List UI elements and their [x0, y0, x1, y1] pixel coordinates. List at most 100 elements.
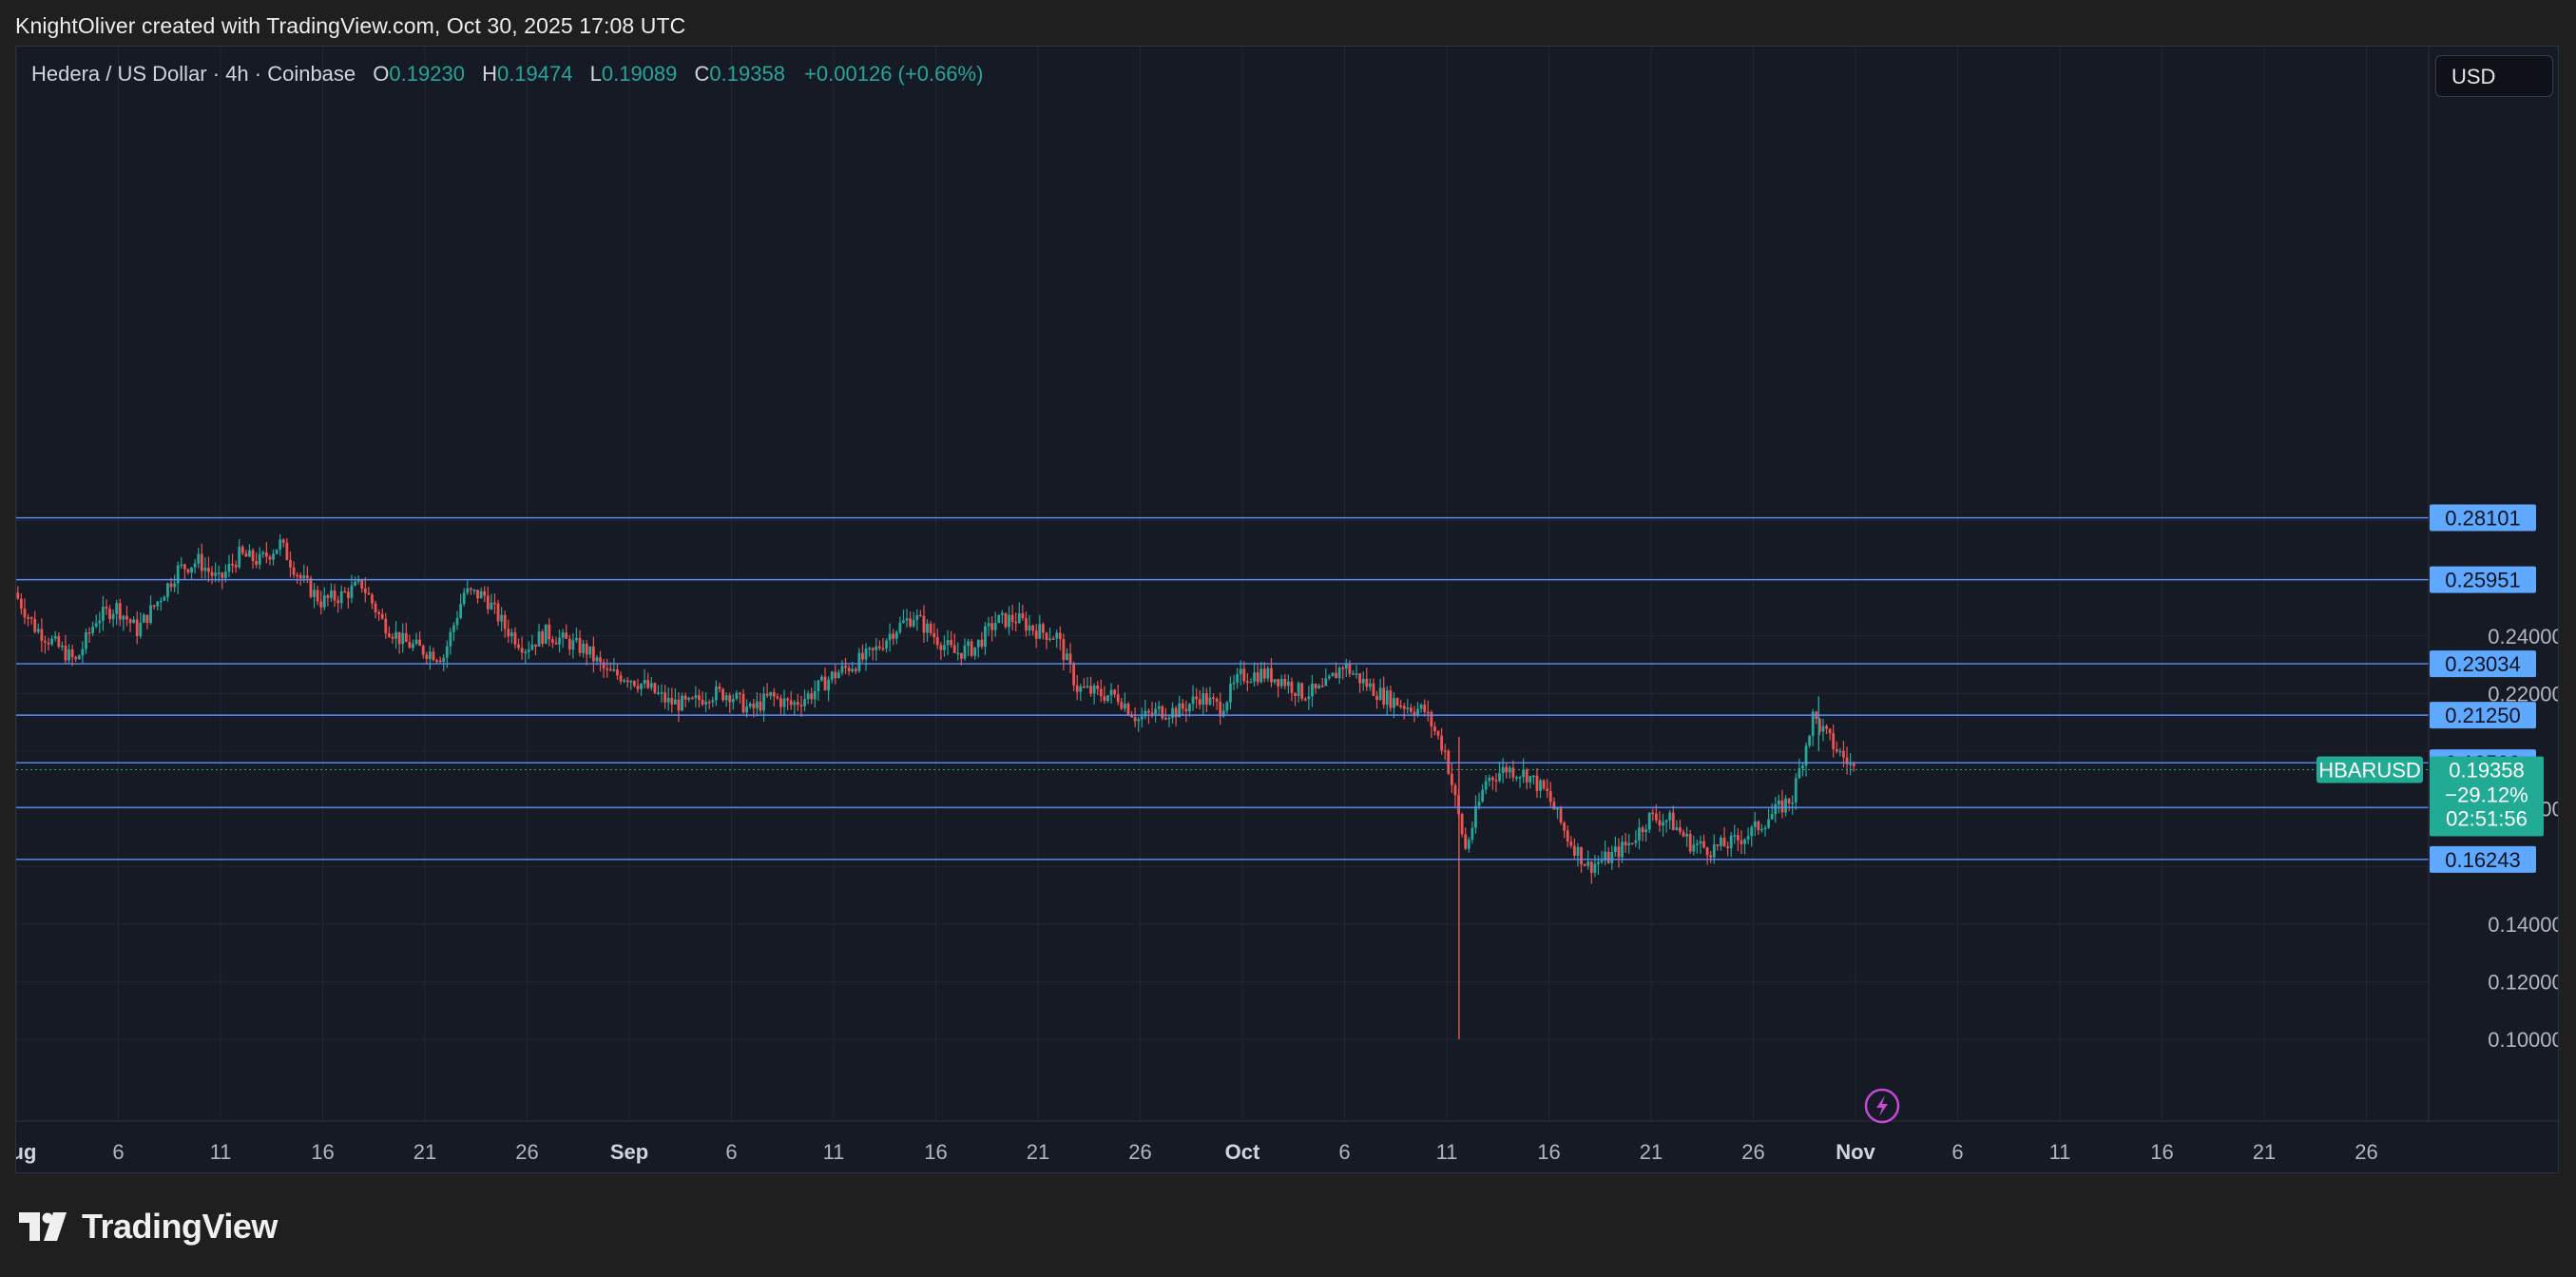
candle-body: [1191, 696, 1195, 705]
candle-body: [769, 691, 773, 696]
candle-body: [108, 609, 111, 620]
candle-body: [60, 645, 64, 648]
candle-body: [513, 632, 517, 645]
time-tick-label: 16: [1537, 1140, 1560, 1164]
candle-body: [670, 697, 674, 705]
candle-body: [1270, 668, 1273, 683]
open-value: 0.19230: [389, 62, 465, 86]
open-label: O: [373, 62, 390, 86]
candle-body: [1835, 748, 1838, 752]
candle-body: [1563, 822, 1567, 831]
low-value: 0.19089: [601, 62, 678, 86]
candle-body: [486, 595, 490, 609]
candle-body: [279, 539, 282, 550]
candle-body: [1630, 842, 1634, 844]
candle-body: [643, 680, 646, 685]
candle-body: [1757, 821, 1760, 831]
candle-body: [1072, 664, 1076, 686]
candle-body: [799, 705, 803, 706]
candle-body: [1464, 834, 1468, 849]
candle-body: [701, 699, 704, 705]
candle-body: [1082, 686, 1086, 688]
candle-body: [50, 638, 54, 645]
candle-body: [1062, 639, 1066, 661]
candle-body: [1654, 813, 1658, 821]
candle-body: [336, 600, 340, 604]
candle-body: [877, 646, 881, 648]
price-chart[interactable]: 0.281010.259510.230340.212500.195990.180…: [16, 47, 2559, 1173]
symbol-description[interactable]: Hedera / US Dollar · 4h · Coinbase: [31, 62, 356, 86]
candle-body: [152, 605, 156, 608]
candle-body: [156, 601, 160, 607]
candle-body: [1106, 695, 1109, 702]
lightning-bolt-icon[interactable]: [1864, 1088, 1900, 1124]
candle-body: [1262, 668, 1266, 679]
candle-body: [217, 572, 221, 574]
candle-body: [963, 646, 967, 659]
candle-body: [298, 574, 302, 579]
last-price-badge: [2430, 756, 2544, 837]
candle-body: [149, 605, 152, 624]
candle-body: [479, 590, 483, 599]
candle-body: [1236, 674, 1240, 683]
candle-body: [289, 559, 292, 568]
candle-body: [765, 693, 769, 696]
candle-body: [490, 602, 493, 609]
candle-body: [851, 668, 855, 671]
level-badge: [2430, 650, 2536, 678]
candle-body: [500, 614, 504, 622]
currency-button[interactable]: USD: [2435, 55, 2553, 97]
candle-body: [1668, 812, 1672, 821]
candle-body: [1051, 638, 1055, 640]
candle-body: [1705, 847, 1709, 856]
symbol-legend[interactable]: Hedera / US Dollar · 4h · Coinbase O0.19…: [31, 62, 983, 87]
candle-body: [1066, 653, 1068, 661]
chart-panel[interactable]: 0.281010.259510.230340.212500.195990.180…: [15, 46, 2559, 1173]
candle-body: [793, 702, 797, 706]
candle-body: [1311, 684, 1314, 697]
candle-body: [575, 637, 578, 641]
candle-body: [1198, 699, 1201, 706]
candle-body: [704, 702, 708, 705]
level-price-label: 0.21250: [2445, 704, 2521, 727]
candle-body: [1393, 698, 1395, 708]
candle-body: [105, 607, 108, 609]
candle-body: [343, 590, 347, 593]
candle-body: [779, 698, 782, 707]
candle-body: [1518, 777, 1522, 779]
time-tick-label: Aug: [16, 1140, 36, 1164]
candle-body: [823, 676, 827, 691]
candle-body: [789, 700, 793, 706]
tradingview-logo[interactable]: TradingView: [19, 1206, 278, 1248]
candle-body: [64, 645, 67, 661]
time-axis[interactable]: Aug 6 11 16 21 26 Sep 6 11 16 21 26 Oct 6 11 16 21 26 Nov 6…: [16, 1120, 2559, 1164]
candle-body: [527, 649, 530, 652]
horizontal-levels[interactable]: 0.281010.259510.230340.212500.195990.180…: [16, 504, 2536, 873]
candle-body: [1688, 833, 1692, 852]
candle-body: [1797, 767, 1801, 779]
candle-body: [847, 668, 851, 671]
candle-body: [585, 644, 588, 655]
candle-body: [183, 564, 186, 570]
candle-body: [918, 614, 922, 617]
time-tick-label: 6: [725, 1140, 737, 1164]
candle-body: [1331, 672, 1335, 677]
candle-body: [1566, 830, 1569, 842]
candle-body: [1273, 679, 1277, 683]
candle-body: [1368, 683, 1372, 687]
candle-body: [438, 660, 442, 663]
candle-body: [1283, 678, 1287, 687]
candle-body: [319, 601, 323, 608]
candle-body: [248, 550, 251, 557]
candle-body: [1317, 686, 1321, 688]
candle-body: [561, 632, 565, 638]
candle-body: [1548, 790, 1552, 803]
candle-body: [952, 645, 956, 653]
level-badge: [2430, 845, 2536, 873]
candle-body: [1406, 707, 1410, 709]
candle-body: [1045, 632, 1048, 640]
candle-body: [1613, 846, 1617, 852]
candle-body: [616, 668, 619, 676]
candle-body: [1286, 681, 1290, 687]
candle-body: [959, 652, 963, 659]
